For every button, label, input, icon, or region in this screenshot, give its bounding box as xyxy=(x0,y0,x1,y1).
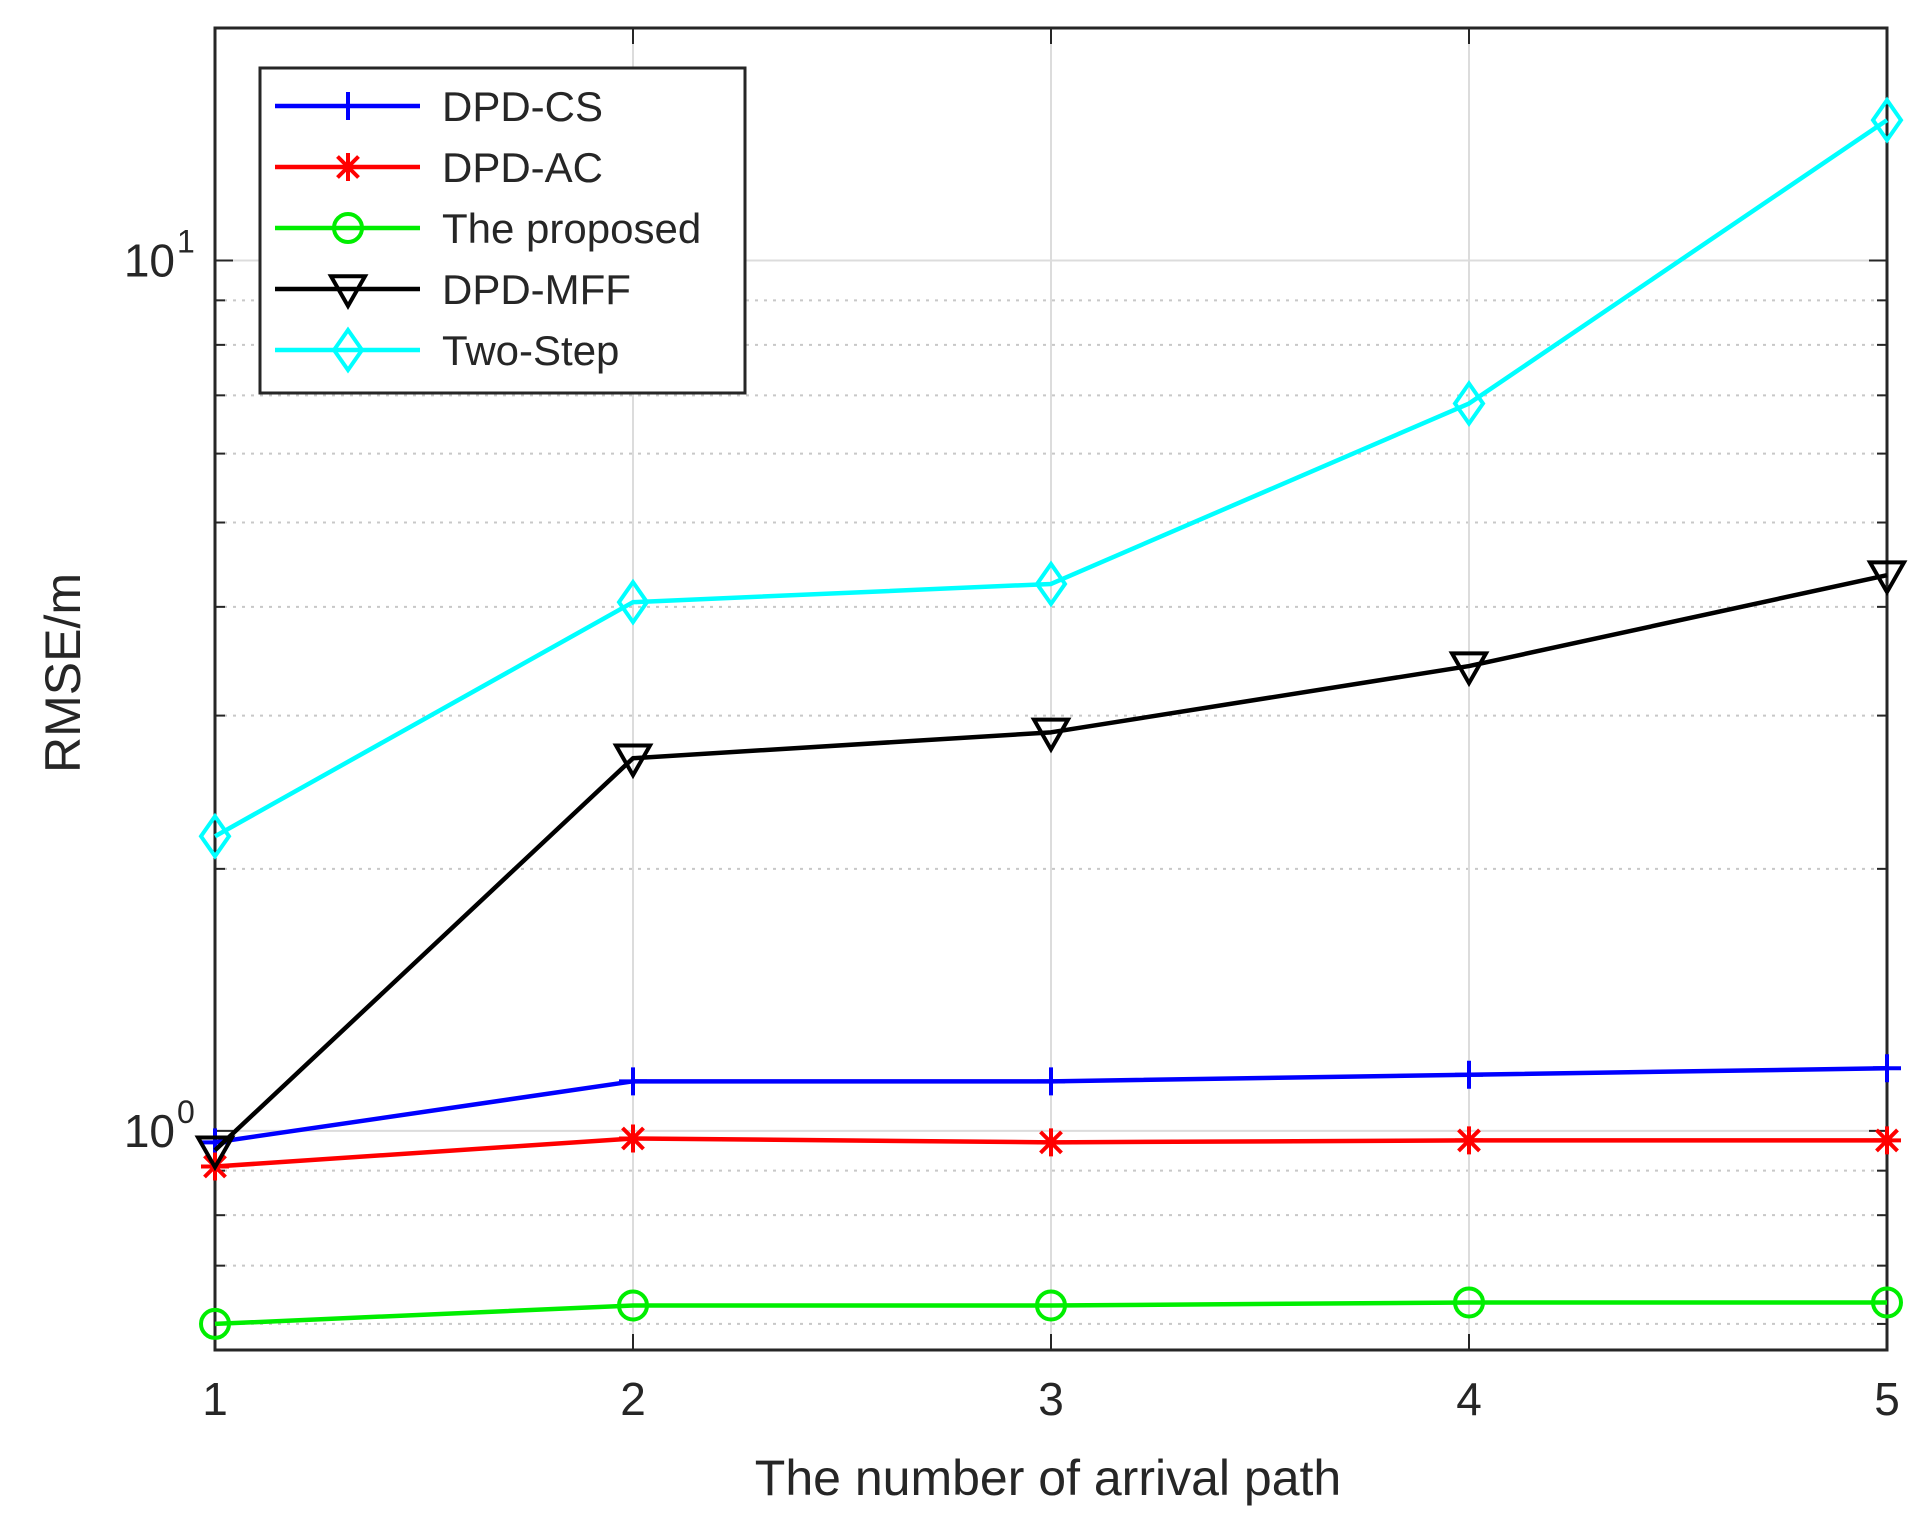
legend-item: DPD-CS xyxy=(275,83,603,130)
y-tick-exponent: 0 xyxy=(177,1094,195,1130)
legend-marker xyxy=(327,274,369,311)
series-dpd-ac xyxy=(201,1124,1901,1181)
y-axis-label: RMSE/m xyxy=(35,573,91,773)
data-point xyxy=(619,1124,647,1153)
data-point xyxy=(1035,1289,1067,1322)
data-point xyxy=(612,743,654,780)
legend: DPD-CS DPD-AC The proposed DPD-MFF Two-Step xyxy=(258,66,747,395)
x-tick-label: 2 xyxy=(620,1373,646,1425)
data-point xyxy=(617,1289,649,1322)
data-point xyxy=(1030,717,1072,754)
data-point xyxy=(616,578,650,626)
data-point xyxy=(1866,560,1908,597)
y-tick-label: 10 xyxy=(124,235,175,287)
legend-item: DPD-MFF xyxy=(275,266,631,313)
x-tick-label: 4 xyxy=(1456,1373,1482,1425)
series-line xyxy=(213,572,1888,1152)
y-tick-exponent: 1 xyxy=(177,224,195,260)
series-two-step xyxy=(198,96,1904,860)
legend-item: The proposed xyxy=(275,205,701,252)
data-point xyxy=(194,1135,236,1172)
series-line xyxy=(213,118,1889,839)
data-point xyxy=(1034,560,1068,608)
data-point xyxy=(1873,1126,1901,1155)
legend-label: DPD-AC xyxy=(442,144,603,191)
data-point xyxy=(1871,1286,1903,1319)
x-tick-label: 1 xyxy=(202,1373,228,1425)
x-axis-label: The number of arrival path xyxy=(755,1450,1341,1506)
data-point xyxy=(1452,380,1486,428)
legend-label: DPD-CS xyxy=(442,83,603,130)
data-point xyxy=(198,812,232,860)
data-point xyxy=(1870,96,1904,144)
legend-marker xyxy=(332,212,364,244)
x-tick-label: 3 xyxy=(1038,1373,1064,1425)
legend-label: The proposed xyxy=(442,205,701,252)
legend-label: DPD-MFF xyxy=(442,266,631,313)
data-point xyxy=(1448,651,1490,688)
series-dpd-mff xyxy=(194,560,1908,1172)
data-point xyxy=(1037,1067,1065,1096)
legend-marker xyxy=(331,326,365,374)
series-the-proposed xyxy=(199,1286,1903,1340)
series-layer xyxy=(194,96,1908,1340)
data-point xyxy=(1453,1286,1485,1319)
x-tick-label: 5 xyxy=(1874,1373,1900,1425)
series-line xyxy=(214,1300,1887,1327)
legend-marker xyxy=(334,153,362,181)
data-point xyxy=(1037,1128,1065,1157)
y-tick-label: 10 xyxy=(124,1105,175,1157)
data-point xyxy=(199,1307,231,1340)
legend-marker xyxy=(334,92,362,120)
data-point xyxy=(1455,1060,1483,1089)
data-point xyxy=(619,1067,647,1096)
series-dpd-cs xyxy=(201,1054,1901,1157)
legend-item: Two-Step xyxy=(275,326,619,374)
legend-item: DPD-AC xyxy=(275,144,603,191)
legend-label: Two-Step xyxy=(442,327,619,374)
data-point xyxy=(1873,1054,1901,1083)
data-point xyxy=(1455,1126,1483,1155)
